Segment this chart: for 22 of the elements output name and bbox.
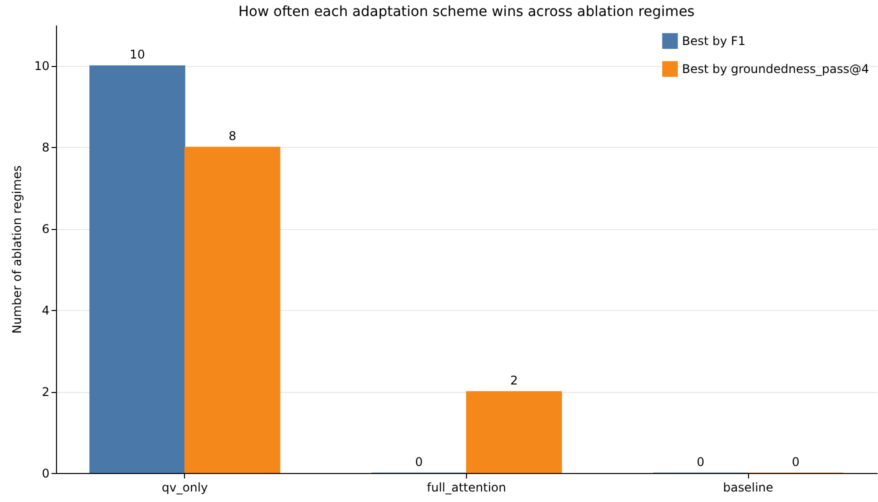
bar bbox=[89, 65, 186, 474]
data-label: 0 bbox=[415, 455, 423, 469]
y-tick-label: 4 bbox=[42, 304, 50, 318]
y-tick-label: 10 bbox=[34, 59, 50, 74]
y-tick-label: 8 bbox=[42, 140, 50, 155]
data-label: 0 bbox=[792, 455, 800, 469]
y-tick-label: 0 bbox=[42, 466, 50, 480]
bar bbox=[184, 146, 280, 474]
legend-label: Best by groundedness_pass@4 bbox=[682, 62, 869, 76]
y-tick-label: 2 bbox=[42, 385, 50, 400]
x-tick-label: full_attention bbox=[426, 480, 506, 494]
data-label: 2 bbox=[510, 374, 518, 388]
x-tick-label: qv_only bbox=[162, 480, 208, 494]
data-label: 10 bbox=[130, 48, 145, 62]
chart-title: How often each adaptation scheme wins across ablation regimes bbox=[238, 4, 695, 20]
data-label: 0 bbox=[696, 455, 704, 469]
legend-label: Best by F1 bbox=[682, 34, 746, 48]
y-axis-title: Number of ablation regimes bbox=[10, 165, 24, 334]
x-tick-label: baseline bbox=[723, 480, 774, 494]
y-tick-label: 6 bbox=[42, 222, 50, 236]
data-label: 8 bbox=[228, 129, 236, 144]
bar bbox=[466, 391, 562, 474]
